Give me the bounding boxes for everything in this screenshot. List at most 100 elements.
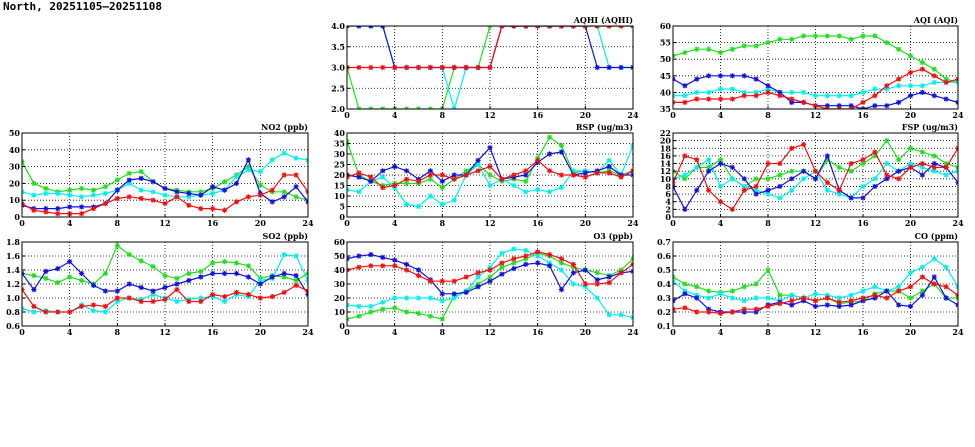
data-point-blue <box>919 292 925 298</box>
data-point-red <box>606 170 612 176</box>
x-tick-label: 20 <box>255 327 267 337</box>
data-point-blue <box>606 274 612 280</box>
data-point-cyan <box>836 93 842 99</box>
data-point-cyan <box>233 174 240 180</box>
y-tick-label: 4.0 <box>331 21 345 31</box>
data-point-blue <box>356 253 362 259</box>
data-point-green <box>463 168 469 174</box>
data-point-cyan <box>717 183 724 190</box>
data-point-blue <box>451 172 457 178</box>
data-point-blue <box>717 160 724 167</box>
data-point-green <box>55 280 61 286</box>
x-tick-label: 16 <box>532 110 544 120</box>
data-point-blue <box>535 260 541 266</box>
data-point-cyan <box>293 253 299 259</box>
data-point-blue <box>765 83 771 89</box>
data-point-blue <box>860 195 866 201</box>
y-tick-label: 1.4 <box>6 265 20 275</box>
x-tick-label: 4 <box>718 218 724 228</box>
data-point-blue <box>582 170 588 176</box>
data-point-blue <box>848 195 854 201</box>
data-point-blue <box>31 287 37 293</box>
x-tick-label: 16 <box>207 218 219 228</box>
data-point-red <box>694 309 700 315</box>
data-point-cyan <box>451 295 457 301</box>
data-point-red <box>198 206 204 212</box>
data-point-red <box>523 168 529 174</box>
data-point-cyan <box>741 89 747 95</box>
x-tick-label: 8 <box>765 218 771 228</box>
data-point-cyan <box>162 192 168 198</box>
data-point-green <box>777 36 783 42</box>
data-point-cyan <box>415 203 422 210</box>
data-point-blue <box>368 178 374 184</box>
data-point-blue <box>741 73 747 79</box>
data-point-green <box>884 40 890 46</box>
data-point-red <box>356 170 362 176</box>
y-tick-label: 30 <box>334 279 346 289</box>
data-point-red <box>415 178 422 184</box>
data-point-cyan <box>126 180 132 186</box>
data-point-red <box>943 284 949 290</box>
data-point-cyan <box>392 295 398 301</box>
data-point-blue <box>872 183 878 190</box>
data-point-red <box>257 192 263 198</box>
data-point-cyan <box>198 295 204 301</box>
chart-title: AQI (AQI) <box>913 15 958 25</box>
data-point-cyan <box>31 309 37 315</box>
data-point-red <box>860 157 866 163</box>
data-point-red <box>801 99 807 105</box>
data-point-cyan <box>269 157 275 163</box>
data-point-blue <box>824 302 830 308</box>
data-point-red <box>451 64 457 71</box>
data-point-blue <box>789 176 795 182</box>
data-point-red <box>546 168 553 174</box>
x-tick-label: 12 <box>484 218 495 228</box>
x-tick-label: 8 <box>765 327 771 337</box>
data-point-cyan <box>257 277 263 284</box>
data-point-green <box>293 277 299 284</box>
y-tick-label: 0.6 <box>6 321 20 331</box>
data-point-cyan <box>535 253 541 259</box>
data-point-green <box>78 185 85 192</box>
data-point-blue <box>860 298 866 304</box>
data-point-blue <box>281 194 287 200</box>
data-point-red <box>706 96 712 102</box>
data-point-cyan <box>558 185 565 191</box>
data-point-green <box>368 309 374 315</box>
y-tick-label: 10 <box>9 195 21 205</box>
data-point-blue <box>257 281 263 287</box>
data-point-red <box>114 195 120 202</box>
data-point-cyan <box>907 270 914 276</box>
data-point-red <box>475 270 481 276</box>
data-point-green <box>765 267 771 273</box>
data-point-green <box>210 260 216 266</box>
y-tick-label: 0 <box>339 212 345 222</box>
data-point-blue <box>380 168 386 174</box>
data-point-green <box>907 145 914 151</box>
data-point-red <box>269 187 275 193</box>
series-group <box>22 242 308 315</box>
data-point-green <box>114 177 120 183</box>
y-tick-label: 14 <box>660 159 672 169</box>
data-point-green <box>848 168 854 174</box>
data-point-green <box>427 313 434 319</box>
data-point-green <box>138 258 144 264</box>
x-tick-label: 4 <box>392 110 398 120</box>
data-point-cyan <box>67 192 73 198</box>
data-point-blue <box>451 291 457 297</box>
data-point-green <box>801 33 807 39</box>
data-point-cyan <box>606 157 612 163</box>
chart-title: NO2 (ppb) <box>261 122 308 132</box>
data-point-red <box>475 168 481 174</box>
data-point-cyan <box>380 299 386 305</box>
data-point-cyan <box>523 247 529 253</box>
data-point-green <box>523 178 529 184</box>
data-point-cyan <box>439 201 445 207</box>
data-point-blue <box>801 298 807 304</box>
x-tick-label: 4 <box>718 110 724 120</box>
data-point-red <box>558 256 565 262</box>
data-point-cyan <box>682 93 688 99</box>
data-point-green <box>281 189 287 195</box>
data-point-blue <box>896 302 902 308</box>
